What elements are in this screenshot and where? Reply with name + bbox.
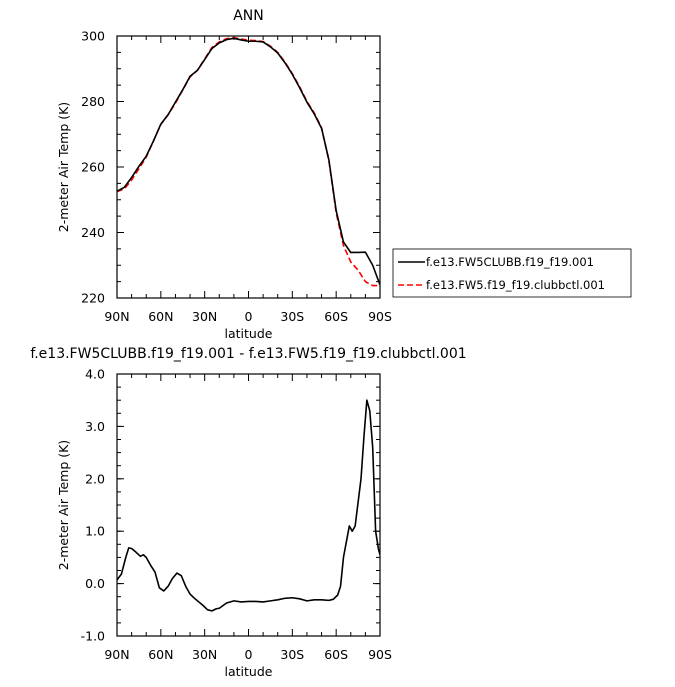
y-tick-label: 220	[81, 291, 105, 306]
y-tick-label: 2.0	[85, 471, 105, 486]
chart-title: ANN	[233, 8, 264, 24]
x-tick-label: 60S	[324, 309, 348, 324]
y-tick-label: 0.0	[85, 576, 105, 591]
y-tick-label: 4.0	[85, 367, 105, 382]
y-tick-label: 240	[81, 225, 105, 240]
x-tick-label: 90S	[368, 647, 392, 662]
x-tick-label: 0	[245, 647, 253, 662]
y-axis-label: 2-meter Air Temp (K)	[56, 440, 71, 570]
x-tick-label: 30S	[280, 647, 304, 662]
x-tick-label: 60S	[324, 647, 348, 662]
plot-frame	[116, 35, 381, 299]
chart-title: f.e13.FW5CLUBB.f19_f19.001 - f.e13.FW5.f…	[30, 346, 466, 362]
x-tick-label: 30N	[192, 647, 217, 662]
y-tick-label: 260	[81, 160, 105, 175]
x-tick-label: 30N	[192, 309, 217, 324]
y-tick-label: -1.0	[81, 629, 105, 644]
plot-frame	[116, 373, 381, 637]
y-tick-label: 280	[81, 94, 105, 109]
x-tick-label: 90N	[104, 309, 129, 324]
series-line-1	[117, 399, 380, 612]
y-axis-label: 2-meter Air Temp (K)	[56, 102, 71, 232]
series-line-1	[117, 36, 380, 287]
x-tick-label: 30S	[280, 309, 304, 324]
x-tick-label: 90S	[368, 309, 392, 324]
x-tick-label: 60N	[148, 309, 173, 324]
y-tick-label: 300	[81, 29, 105, 44]
legend-box	[392, 248, 632, 298]
x-axis-label: latitude	[225, 326, 273, 341]
legend-entry: f.e13.FW5.f19_f19.clubbctl.001	[426, 278, 605, 292]
top-plot: ANN 90N 60N 30N 0 30S 60S 90S 220 240 260 280 300 lat…	[56, 8, 632, 341]
bottom-plot: f.e13.FW5CLUBB.f19_f19.001 - f.e13.FW5.f…	[30, 346, 466, 679]
x-axis-label: latitude	[225, 664, 273, 679]
x-tick-label: 60N	[148, 647, 173, 662]
x-tick-label: 0	[245, 309, 253, 324]
x-tick-label: 90N	[104, 647, 129, 662]
legend-entry: f.e13.FW5CLUBB.f19_f19.001	[426, 255, 594, 269]
y-tick-label: 1.0	[85, 524, 105, 539]
series-line-2	[117, 37, 380, 286]
y-tick-label: 3.0	[85, 419, 105, 434]
